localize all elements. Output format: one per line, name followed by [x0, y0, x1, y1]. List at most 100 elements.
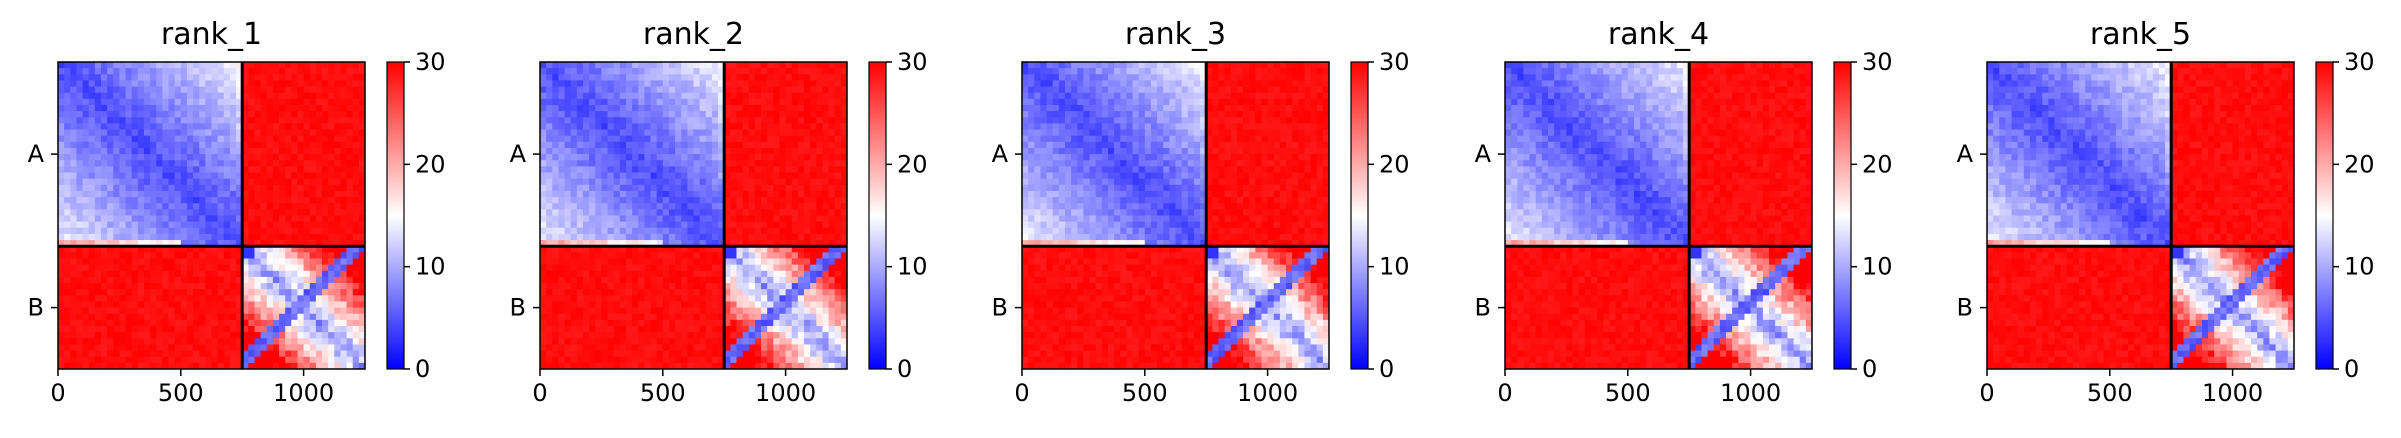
- heatmap-cell: [285, 92, 292, 100]
- heatmap-cell: [76, 289, 83, 296]
- heatmap-cell: [266, 111, 274, 118]
- heatmap-cell: [272, 233, 280, 241]
- heatmap-cell: [650, 332, 658, 339]
- heatmap-cell: [705, 307, 713, 315]
- heatmap-cell: [742, 356, 750, 364]
- heatmap-cell: [791, 264, 799, 272]
- heatmap-cell: [589, 203, 596, 210]
- heatmap-cell: [699, 104, 707, 112]
- heatmap-cell: [150, 307, 157, 315]
- heatmap-cell: [315, 209, 323, 216]
- heatmap-cell: [632, 258, 639, 266]
- heatmap-cell: [137, 86, 145, 94]
- heatmap-cell: [730, 227, 737, 235]
- heatmap-cell: [131, 221, 139, 229]
- heatmap-cell: [328, 147, 335, 155]
- heatmap-cell: [619, 123, 627, 130]
- colorbar-tick-label: 30: [415, 48, 446, 76]
- heatmap-cell: [693, 86, 701, 94]
- heatmap-cell: [613, 154, 621, 161]
- heatmap-cell: [309, 276, 317, 284]
- heatmap-cell: [675, 307, 682, 315]
- heatmap-cell: [595, 356, 602, 364]
- heatmap-cell: [650, 233, 658, 241]
- heatmap-cell: [730, 258, 737, 266]
- heatmap-cell: [724, 86, 731, 94]
- heatmap-cell: [174, 301, 182, 308]
- heatmap-cell: [662, 240, 670, 247]
- heatmap-cell: [810, 184, 817, 192]
- heatmap-cell: [180, 276, 188, 284]
- heatmap-cell: [150, 233, 157, 241]
- heatmap-cell: [607, 240, 615, 247]
- heatmap-cell: [174, 215, 182, 223]
- heatmap-cell: [125, 203, 133, 210]
- heatmap-cell: [804, 227, 811, 235]
- heatmap-cell: [791, 332, 799, 339]
- heatmap-cell: [322, 111, 329, 118]
- heatmap-cell: [254, 209, 262, 216]
- heatmap-cell: [791, 92, 799, 100]
- heatmap-cell: [94, 356, 102, 364]
- heatmap-cell: [779, 221, 786, 229]
- heatmap-cell: [656, 111, 664, 118]
- colorbar: [386, 61, 405, 370]
- heatmap-cell: [254, 184, 262, 192]
- heatmap-cell: [205, 356, 212, 364]
- heatmap-cell: [272, 62, 280, 69]
- heatmap-cell: [174, 276, 182, 284]
- heatmap-cell: [601, 117, 608, 124]
- heatmap-cell: [791, 344, 799, 351]
- heatmap-cell: [638, 344, 645, 351]
- heatmap-cell: [279, 104, 286, 112]
- heatmap-cell: [266, 233, 274, 241]
- heatmap-cell: [546, 326, 553, 333]
- heatmap-cell: [650, 111, 658, 118]
- heatmap-cell: [279, 209, 286, 216]
- heatmap-cell: [119, 350, 126, 358]
- heatmap-cell: [272, 141, 280, 149]
- heatmap-cell: [107, 104, 114, 112]
- heatmap-cell: [322, 319, 329, 327]
- heatmap-cell: [137, 221, 145, 229]
- heatmap-cell: [100, 350, 108, 358]
- heatmap-cell: [174, 203, 182, 210]
- heatmap-cell: [822, 270, 829, 278]
- heatmap-cell: [656, 264, 664, 272]
- heatmap-cell: [668, 233, 676, 241]
- heatmap-cell: [687, 147, 694, 155]
- heatmap-cell: [552, 86, 559, 94]
- heatmap-cell: [236, 178, 243, 186]
- heatmap-cell: [730, 215, 737, 223]
- heatmap-cell: [619, 209, 627, 216]
- heatmap-cell: [816, 283, 823, 290]
- heatmap-cell: [779, 313, 786, 321]
- heatmap-cell: [254, 160, 262, 167]
- heatmap-cell: [180, 160, 188, 167]
- heatmap-cell: [668, 209, 676, 216]
- heatmap-cell: [193, 141, 200, 149]
- heatmap-cell: [773, 246, 780, 253]
- heatmap-cell: [625, 233, 633, 241]
- heatmap-cell: [82, 270, 90, 278]
- heatmap-cell: [150, 246, 157, 253]
- heatmap-cell: [291, 80, 298, 87]
- heatmap-cell: [119, 227, 126, 235]
- heatmap-cell: [675, 233, 682, 241]
- heatmap-cell: [828, 123, 836, 130]
- heatmap-cell: [236, 338, 243, 345]
- heatmap-cell: [322, 264, 329, 272]
- heatmap-cell: [199, 203, 206, 210]
- heatmap-cell: [279, 92, 286, 100]
- heatmap-cell: [552, 123, 559, 130]
- heatmap-cell: [107, 283, 114, 290]
- heatmap-cell: [113, 233, 120, 241]
- heatmap-cell: [82, 123, 90, 130]
- heatmap-cell: [186, 301, 194, 308]
- heatmap-cell: [834, 209, 842, 216]
- heatmap-cell: [779, 344, 786, 351]
- heatmap-cell: [64, 104, 71, 112]
- heatmap-cell: [797, 319, 805, 327]
- heatmap-cell: [193, 338, 200, 345]
- heatmap-cell: [656, 117, 664, 124]
